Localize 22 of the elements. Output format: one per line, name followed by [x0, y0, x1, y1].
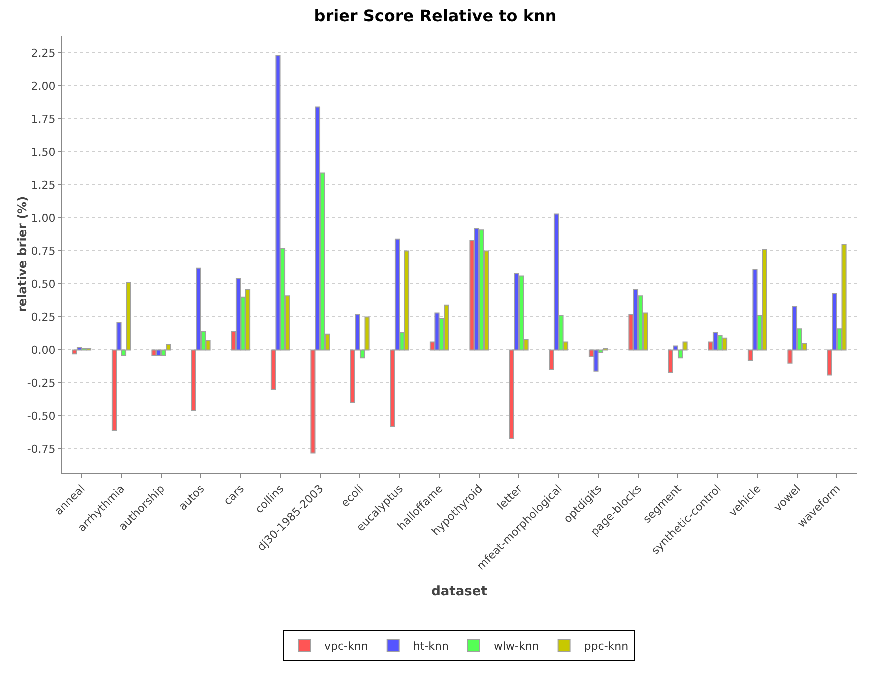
- y-axis-title: relative brier (%): [15, 196, 30, 313]
- x-axis-title: dataset: [432, 584, 488, 600]
- y-tick-label: -0.75: [27, 443, 56, 456]
- bar: [152, 350, 157, 356]
- y-tick-label: 1.25: [31, 179, 56, 192]
- legend-label: ppc-knn: [584, 640, 629, 654]
- y-tick-label: 1.75: [31, 113, 56, 126]
- chart-title: brier Score Relative to knn: [314, 6, 557, 26]
- y-tick-label: 2.00: [31, 80, 56, 94]
- y-tick-label: 0.25: [31, 311, 56, 324]
- y-tick-label: 1.50: [31, 146, 56, 160]
- x-tick-label: cars: [221, 482, 248, 508]
- y-tick-label: 0.00: [31, 344, 56, 358]
- legend-label: wlw-knn: [494, 640, 540, 654]
- y-tick-label: 1.00: [31, 212, 56, 226]
- y-tick-label: 2.25: [31, 47, 56, 60]
- y-tick-label: -0.50: [27, 410, 56, 424]
- legend-label: ht-knn: [413, 640, 449, 654]
- legend-label: vpc-knn: [324, 640, 368, 654]
- y-tick-label: 0.75: [31, 245, 56, 258]
- y-tick-label: 0.50: [31, 278, 56, 292]
- y-tick-label: -0.25: [27, 377, 56, 390]
